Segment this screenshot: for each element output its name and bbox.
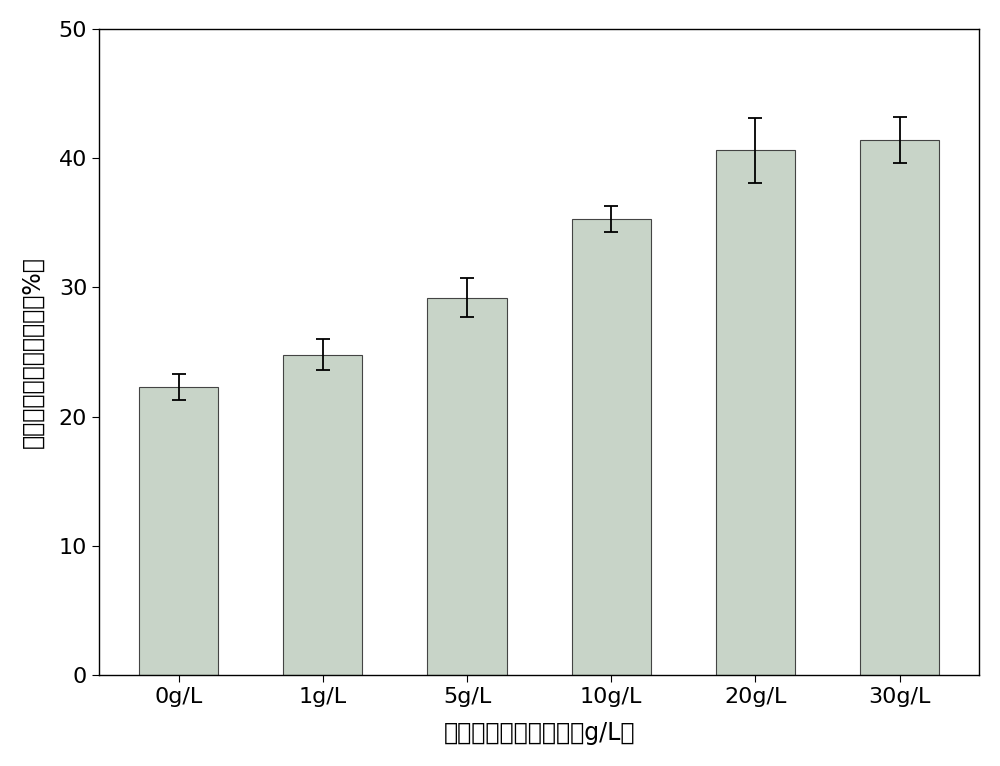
X-axis label: 生锈废铁屑投加剂量（g/L）: 生锈废铁屑投加剂量（g/L） bbox=[443, 721, 635, 745]
Bar bbox=[427, 298, 507, 676]
Bar bbox=[860, 140, 939, 676]
Bar bbox=[283, 355, 362, 676]
Bar bbox=[572, 219, 651, 676]
Bar bbox=[716, 150, 795, 676]
Y-axis label: 挥发性固体减量百分比（%）: 挥发性固体减量百分比（%） bbox=[21, 256, 45, 448]
Bar bbox=[139, 387, 218, 676]
